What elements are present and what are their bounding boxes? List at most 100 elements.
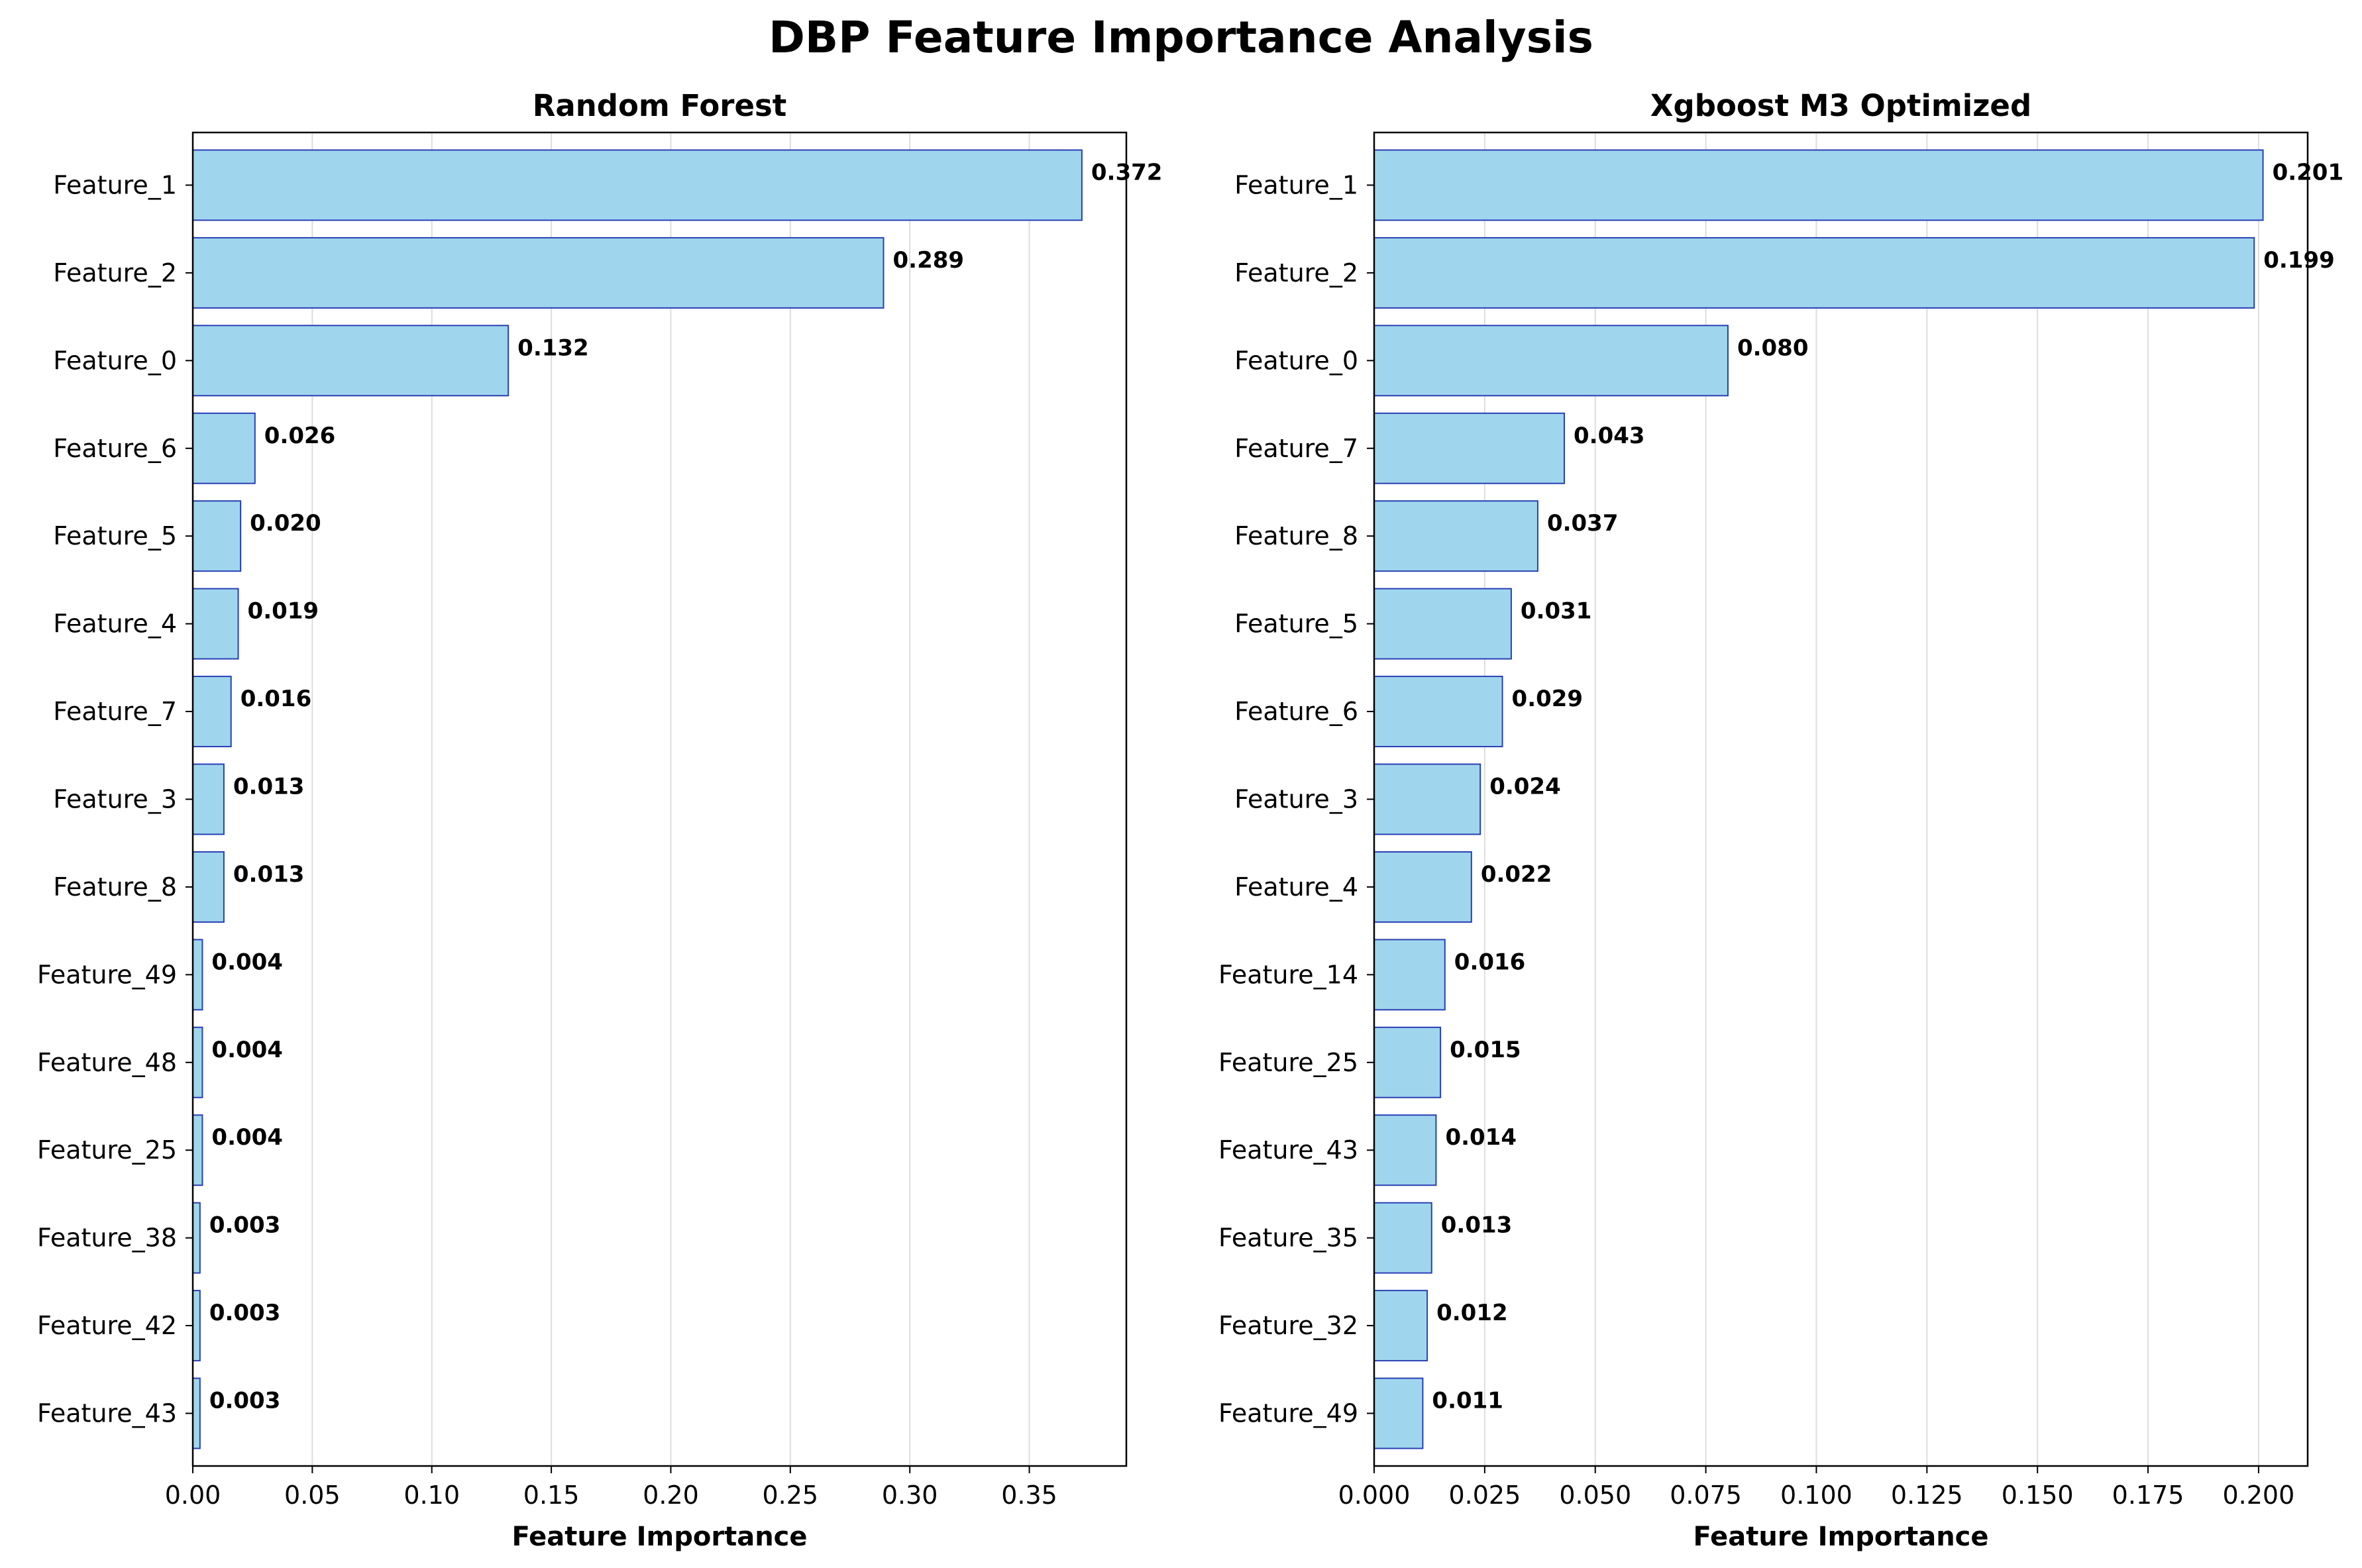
rf-value-label: 0.289 (893, 247, 965, 274)
rf-bar (192, 500, 242, 572)
xgb-xtick-label: 0.000 (1338, 1481, 1411, 1510)
xgb-value-label: 0.029 (1512, 686, 1584, 712)
xgboost-panel: Xgboost M3 Optimized0.201Feature_10.199F… (1218, 88, 2343, 1552)
xgb-xtick-label: 0.175 (2112, 1481, 2184, 1510)
rf-bar (192, 763, 225, 835)
xgb-xtick-label: 0.075 (1670, 1481, 1742, 1510)
rf-xtick-label: 0.15 (523, 1481, 580, 1510)
xgb-bar (1373, 676, 1503, 748)
rf-bar (192, 676, 232, 748)
xgb-bar (1373, 236, 2255, 309)
rf-value-label: 0.132 (517, 335, 589, 361)
xgb-value-label: 0.016 (1454, 949, 1526, 975)
xgb-ytick-label: Feature_43 (1218, 1135, 1358, 1165)
rf-ytick-label: Feature_7 (53, 697, 177, 726)
xgb-xaxis-label: Feature Importance (1693, 1522, 1988, 1552)
rf-bar (192, 412, 256, 484)
rf-ytick-label: Feature_48 (37, 1048, 177, 1077)
rf-value-label: 0.004 (211, 1037, 283, 1063)
xgb-ytick-label: Feature_14 (1218, 960, 1358, 989)
rf-ytick-label: Feature_38 (37, 1224, 177, 1253)
rf-value-label: 0.003 (209, 1212, 281, 1239)
rf-xtick-label: 0.00 (165, 1481, 221, 1510)
xgb-bar (1373, 1114, 1437, 1186)
xgb-xtick-label: 0.100 (1780, 1481, 1852, 1510)
xgb-bar (1373, 1202, 1432, 1274)
rf-value-label: 0.016 (241, 686, 312, 712)
xgb-axes-frame (1373, 131, 2309, 1467)
rf-ytick-label: Feature_6 (53, 434, 177, 463)
rf-ytick-label: Feature_2 (53, 258, 177, 287)
rf-panel-title: Random Forest (533, 88, 787, 123)
xgb-bar (1373, 1377, 1424, 1449)
xgb-ytick-label: Feature_8 (1234, 521, 1358, 550)
xgb-ytick-label: Feature_7 (1234, 434, 1358, 463)
xgb-bar (1373, 325, 1729, 397)
xgb-value-label: 0.080 (1737, 335, 1809, 361)
xgb-value-label: 0.014 (1445, 1124, 1517, 1151)
rf-xtick-label: 0.30 (882, 1481, 938, 1510)
rf-ytick-label: Feature_1 (53, 170, 177, 199)
rf-value-label: 0.003 (209, 1300, 281, 1326)
xgb-xtick-label: 0.125 (1891, 1481, 1963, 1510)
rf-bar (192, 1026, 203, 1098)
xgb-value-label: 0.031 (1521, 598, 1592, 625)
rf-xtick-label: 0.25 (763, 1481, 819, 1510)
xgb-ytick-label: Feature_4 (1234, 872, 1358, 902)
xgb-value-label: 0.199 (2263, 247, 2335, 274)
rf-ytick-label: Feature_4 (53, 609, 177, 639)
rf-value-label: 0.020 (250, 510, 321, 537)
xgb-bar (1373, 1026, 1442, 1098)
xgb-value-label: 0.011 (1432, 1388, 1503, 1414)
xgb-ytick-label: Feature_6 (1234, 697, 1358, 726)
rf-ytick-label: Feature_43 (37, 1399, 177, 1428)
xgb-ytick-label: Feature_32 (1218, 1311, 1358, 1340)
xgb-ytick-label: Feature_3 (1234, 785, 1358, 814)
rf-value-label: 0.013 (233, 861, 305, 888)
random-forest-panel: Random Forest0.372Feature_10.289Feature_… (37, 88, 1162, 1552)
xgb-value-label: 0.043 (1574, 423, 1645, 449)
xgb-ytick-label: Feature_1 (1234, 170, 1358, 199)
xgb-ytick-label: Feature_35 (1218, 1224, 1358, 1253)
xgb-value-label: 0.015 (1450, 1037, 1521, 1063)
xgb-bar (1373, 939, 1446, 1011)
rf-xtick-label: 0.35 (1001, 1481, 1057, 1510)
xgb-xtick-label: 0.200 (2223, 1481, 2295, 1510)
xgb-value-label: 0.037 (1547, 510, 1619, 537)
rf-ytick-label: Feature_42 (37, 1311, 177, 1340)
xgb-bar (1373, 588, 1512, 660)
rf-bar (192, 939, 203, 1011)
xgb-panel-title: Xgboost M3 Optimized (1650, 88, 2031, 123)
xgb-bar (1373, 149, 2264, 221)
figure-title: DBP Feature Importance Analysis (769, 12, 1593, 63)
xgb-ytick-label: Feature_49 (1218, 1399, 1358, 1428)
rf-xtick-label: 0.20 (643, 1481, 699, 1510)
xgb-bar (1373, 500, 1538, 572)
xgb-value-label: 0.013 (1441, 1212, 1513, 1239)
xgb-ytick-label: Feature_0 (1234, 346, 1358, 375)
rf-value-label: 0.004 (211, 949, 283, 975)
rf-bar (192, 588, 239, 660)
rf-bar (192, 236, 885, 309)
xgb-bar (1373, 763, 1481, 835)
xgb-xtick-label: 0.025 (1448, 1481, 1521, 1510)
xgb-value-label: 0.024 (1489, 774, 1561, 800)
rf-bar (192, 1202, 201, 1274)
xgb-ytick-label: Feature_5 (1234, 609, 1358, 639)
rf-value-label: 0.026 (264, 423, 336, 449)
xgb-bar (1373, 851, 1472, 923)
rf-value-label: 0.019 (248, 598, 319, 625)
rf-ytick-label: Feature_49 (37, 960, 177, 989)
rf-ytick-label: Feature_8 (53, 872, 177, 902)
xgb-bar (1373, 412, 1566, 484)
rf-ytick-label: Feature_3 (53, 785, 177, 814)
rf-value-label: 0.003 (209, 1388, 281, 1414)
rf-axes-frame (191, 131, 1128, 1467)
rf-bar (192, 1377, 201, 1449)
rf-bar (192, 149, 1083, 221)
rf-ytick-label: Feature_5 (53, 521, 177, 550)
rf-xtick-label: 0.05 (284, 1481, 341, 1510)
xgb-bar (1373, 1290, 1428, 1362)
xgb-xtick-label: 0.050 (1559, 1481, 1631, 1510)
